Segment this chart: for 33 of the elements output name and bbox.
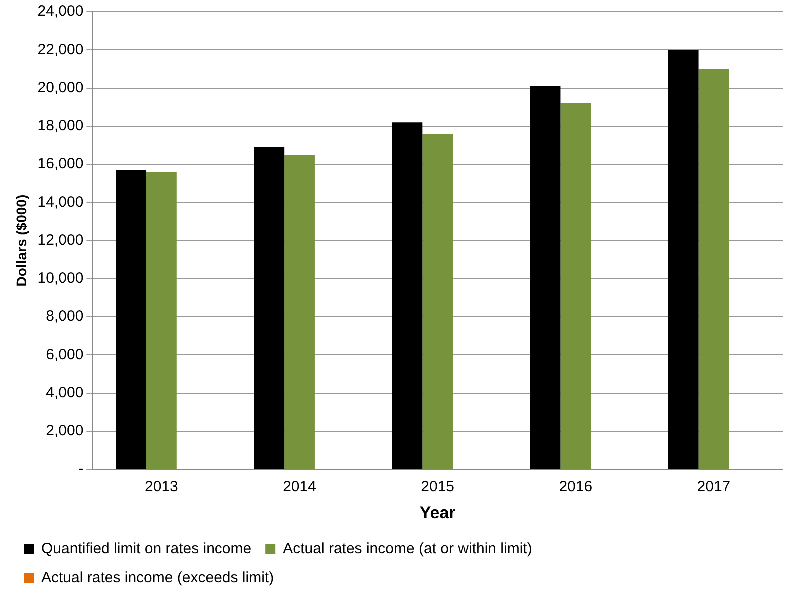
- legend-label: Actual rates income (exceeds limit): [42, 570, 274, 587]
- bar: [560, 104, 592, 470]
- legend-label: Actual rates income (at or within limit): [283, 540, 532, 558]
- bar: [254, 147, 285, 470]
- bar: [392, 122, 423, 470]
- y-tick-label: 14,000: [38, 194, 84, 211]
- y-tick-label: 20,000: [38, 79, 84, 96]
- y-tick-label: -: [78, 460, 84, 478]
- bar: [668, 50, 699, 470]
- y-tick-label: 18,000: [38, 118, 84, 135]
- y-tick-label: 10,000: [38, 270, 84, 288]
- bar: [116, 170, 147, 470]
- y-tick-label: 6,000: [46, 346, 84, 364]
- x-axis-title: Year: [420, 503, 456, 522]
- y-tick-label: 2,000: [46, 422, 84, 440]
- y-tick-label: 12,000: [38, 232, 84, 249]
- bar: [530, 86, 561, 470]
- y-tick-label: 22,000: [38, 41, 84, 58]
- x-tick-label: 2013: [145, 478, 178, 496]
- y-tick-label: 16,000: [38, 156, 84, 173]
- x-tick-label: 2017: [697, 478, 731, 496]
- x-tick-label: 2016: [559, 478, 593, 496]
- bar: [146, 172, 177, 470]
- y-tick-label: 8,000: [46, 308, 84, 326]
- bar: [698, 69, 730, 470]
- x-tick-label: 2015: [421, 478, 455, 496]
- y-axis-title: Dollars ($000): [13, 194, 30, 287]
- y-tick-label: 24,000: [38, 3, 84, 20]
- bar: [422, 134, 454, 470]
- x-tick-label: 2014: [283, 478, 316, 496]
- y-tick-label: 4,000: [46, 384, 84, 402]
- bar: [284, 155, 315, 470]
- legend-label: Quantified limit on rates income: [42, 540, 252, 558]
